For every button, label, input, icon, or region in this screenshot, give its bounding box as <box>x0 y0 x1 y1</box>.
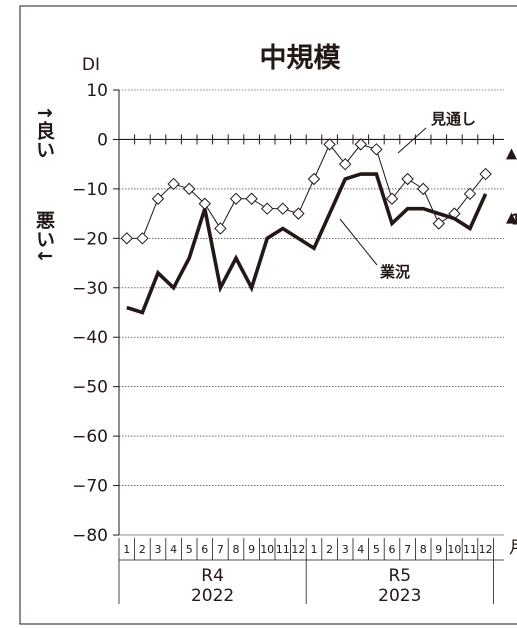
month-label: 2 <box>139 543 146 556</box>
series-line-business <box>126 172 488 315</box>
outlook-point <box>136 232 149 245</box>
y-tick-label: −70 <box>72 477 108 497</box>
y-tick-label: 10 <box>86 81 108 101</box>
series-line-outlook <box>126 143 486 239</box>
outlook-point <box>463 187 477 201</box>
outlook-point <box>338 157 352 171</box>
outlook-point <box>151 192 165 205</box>
outlook-point <box>385 192 399 205</box>
outlook-point <box>245 192 258 205</box>
y-tick-label: −30 <box>72 279 108 299</box>
bad-direction-label: 悪い↓ <box>33 210 55 264</box>
gridlines <box>113 89 504 536</box>
forecast-marker-outlook <box>506 148 517 160</box>
month-label: 4 <box>170 543 177 556</box>
month-label: 3 <box>155 543 162 556</box>
outlook-point <box>432 217 446 230</box>
series-label-outlook-leader <box>397 127 427 154</box>
y-tick-label: −60 <box>72 427 108 447</box>
y-axis-label: DI <box>82 55 100 75</box>
month-label: 6 <box>389 543 396 556</box>
month-label: 5 <box>373 543 380 556</box>
month-label: 9 <box>435 543 442 556</box>
outlook-point <box>292 207 305 220</box>
month-label: 2 <box>326 543 333 556</box>
chart-border <box>19 5 517 625</box>
month-label: 4 <box>357 543 364 556</box>
y-tick-labels: 10 0 −10 −20 −30 −40 −50 −60 −70 −80 <box>72 81 108 546</box>
outlook-point <box>182 182 196 196</box>
outlook-point <box>120 232 134 245</box>
y-tick-label: 0 <box>97 130 108 150</box>
series-label-business: 業況 <box>379 263 410 281</box>
year-label: 2022 <box>191 586 234 606</box>
month-label: 1 <box>311 543 318 556</box>
month-label: 5 <box>186 543 193 556</box>
month-label: 8 <box>233 543 240 556</box>
outlook-point <box>479 167 492 181</box>
y-tick-label: −10 <box>72 180 108 200</box>
month-label: 10 <box>260 543 274 556</box>
chart-title: 中規模 <box>260 43 341 74</box>
era-label: R4 <box>201 566 224 586</box>
era-label: R5 <box>388 566 411 586</box>
series-label-business-leader <box>339 218 378 266</box>
series-label-outlook: 見通し <box>430 110 476 128</box>
outlook-point <box>401 172 414 186</box>
outlook-point <box>416 182 430 196</box>
outlook-point <box>307 172 321 186</box>
y-tick-label: −20 <box>72 229 108 249</box>
month-label: 10 <box>447 543 461 556</box>
good-direction-label: ↑良い <box>33 105 55 159</box>
month-label: 1 <box>123 543 130 556</box>
outlook-point <box>229 192 243 205</box>
forecast-marker-business <box>506 212 517 224</box>
month-label: 11 <box>463 543 477 556</box>
month-label: 12 <box>479 543 493 556</box>
month-label: 7 <box>404 543 411 556</box>
month-label: 3 <box>342 543 349 556</box>
y-tick-label: −40 <box>72 328 108 348</box>
outlook-point <box>167 177 180 191</box>
month-unit-label: 月 <box>509 538 517 558</box>
month-label: 8 <box>420 543 427 556</box>
y-tick-label: −50 <box>72 378 108 398</box>
y-tick-label: −80 <box>72 526 108 546</box>
x-axis: 123456789101112123456789101112月R42022R52… <box>118 538 517 606</box>
outlook-point <box>214 222 227 235</box>
outlook-point <box>370 143 383 156</box>
outlook-point <box>323 138 336 151</box>
outlook-point <box>276 202 290 215</box>
month-label: 6 <box>201 543 208 556</box>
month-label: 12 <box>291 543 305 556</box>
month-label: 11 <box>276 543 290 556</box>
month-label: 7 <box>217 543 224 556</box>
forecast-label: 1 <box>511 211 517 229</box>
outlook-point <box>260 202 274 215</box>
outlook-point <box>354 138 368 151</box>
series-layer: 1 <box>120 138 517 315</box>
month-label: 9 <box>248 543 255 556</box>
year-label: 2023 <box>378 586 421 606</box>
